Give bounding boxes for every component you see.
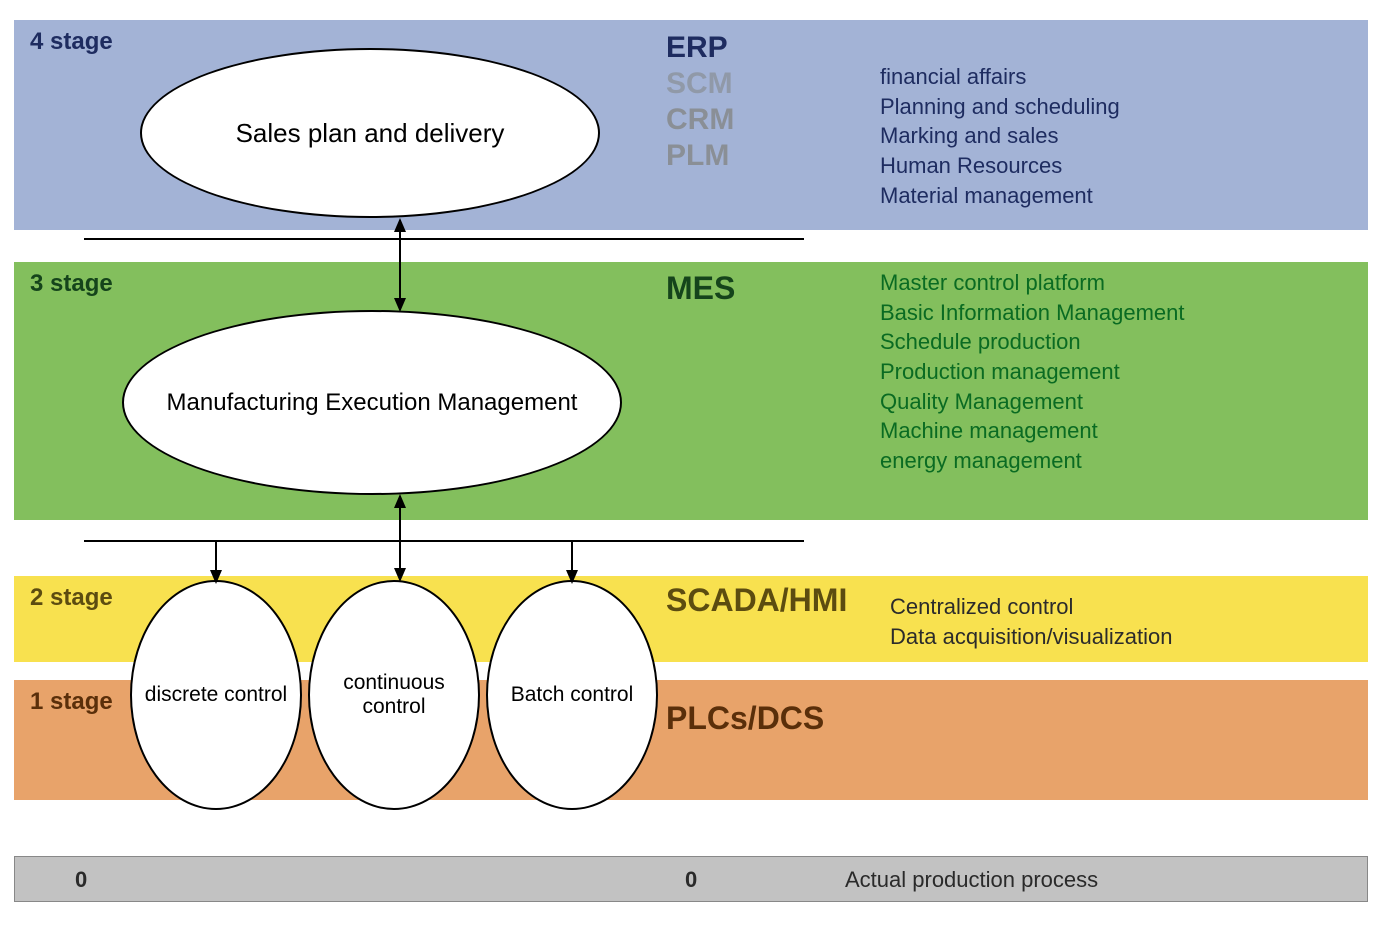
connector-hr bbox=[84, 540, 804, 542]
stage-4-systems: ERPSCMCRMPLM bbox=[666, 30, 734, 174]
stage-3-ellipse: Manufacturing Execution Management bbox=[122, 310, 622, 495]
stage-0-mid-text: 0 bbox=[685, 867, 697, 893]
stage-2-detail-item: Data acquisition/visualization bbox=[890, 622, 1173, 652]
stage-1-label: 1 stage bbox=[30, 688, 113, 716]
stage-1-ellipse-text: continuous control bbox=[318, 671, 470, 719]
stage-4-ellipse-text: Sales plan and delivery bbox=[236, 118, 505, 149]
stage-4-system: ERP bbox=[666, 30, 734, 66]
stage-1-ellipse: Batch control bbox=[486, 580, 658, 810]
stage-3-detail-item: Machine management bbox=[880, 416, 1185, 446]
stage-4-detail-item: financial affairs bbox=[880, 62, 1120, 92]
stage-4-ellipse: Sales plan and delivery bbox=[140, 48, 600, 218]
stage-4-detail-item: Planning and scheduling bbox=[880, 92, 1120, 122]
stage-2-system-label: SCADA/HMI bbox=[666, 582, 847, 619]
stage-1-ellipse-text: discrete control bbox=[145, 683, 287, 707]
stage-3-detail-item: Quality Management bbox=[880, 387, 1185, 417]
stage-3-ellipse-text: Manufacturing Execution Management bbox=[167, 389, 578, 417]
stage-1-system-label: PLCs/DCS bbox=[666, 700, 824, 737]
stage-3-detail-item: Schedule production bbox=[880, 327, 1185, 357]
stage-4-detail-item: Human Resources bbox=[880, 151, 1120, 181]
stage-4-system: SCM bbox=[666, 66, 734, 102]
stage-3-detail-item: energy management bbox=[880, 446, 1185, 476]
stage-3-detail-item: Production management bbox=[880, 357, 1185, 387]
stage-2-detail-item: Centralized control bbox=[890, 592, 1173, 622]
stage-3-label: 3 stage bbox=[30, 270, 113, 298]
stage-2-label: 2 stage bbox=[30, 584, 113, 612]
stage-3-detail-item: Basic Information Management bbox=[880, 298, 1185, 328]
stage-0-band: 0 0 Actual production process bbox=[14, 856, 1368, 902]
stage-4-label: 4 stage bbox=[30, 28, 113, 56]
stage-2-details: Centralized controlData acquisition/visu… bbox=[890, 592, 1173, 651]
stage-1-ellipse-text: Batch control bbox=[511, 683, 634, 707]
stage-0-right-text: Actual production process bbox=[845, 867, 1098, 893]
stage-4-details: financial affairsPlanning and scheduling… bbox=[880, 62, 1120, 210]
stage-3-details: Master control platformBasic Information… bbox=[880, 268, 1185, 476]
stage-4-system: CRM bbox=[666, 102, 734, 138]
stage-3-detail-item: Master control platform bbox=[880, 268, 1185, 298]
stage-4-detail-item: Marking and sales bbox=[880, 121, 1120, 151]
diagram-canvas: 4 stage Sales plan and delivery ERPSCMCR… bbox=[0, 0, 1382, 933]
stage-1-ellipse: continuous control bbox=[308, 580, 480, 810]
stage-1-ellipse: discrete control bbox=[130, 580, 302, 810]
stage-4-system: PLM bbox=[666, 138, 734, 174]
stage-3-system-label: MES bbox=[666, 270, 735, 307]
connector-hr bbox=[84, 238, 804, 240]
stage-4-detail-item: Material management bbox=[880, 181, 1120, 211]
stage-0-left-text: 0 bbox=[75, 867, 87, 893]
